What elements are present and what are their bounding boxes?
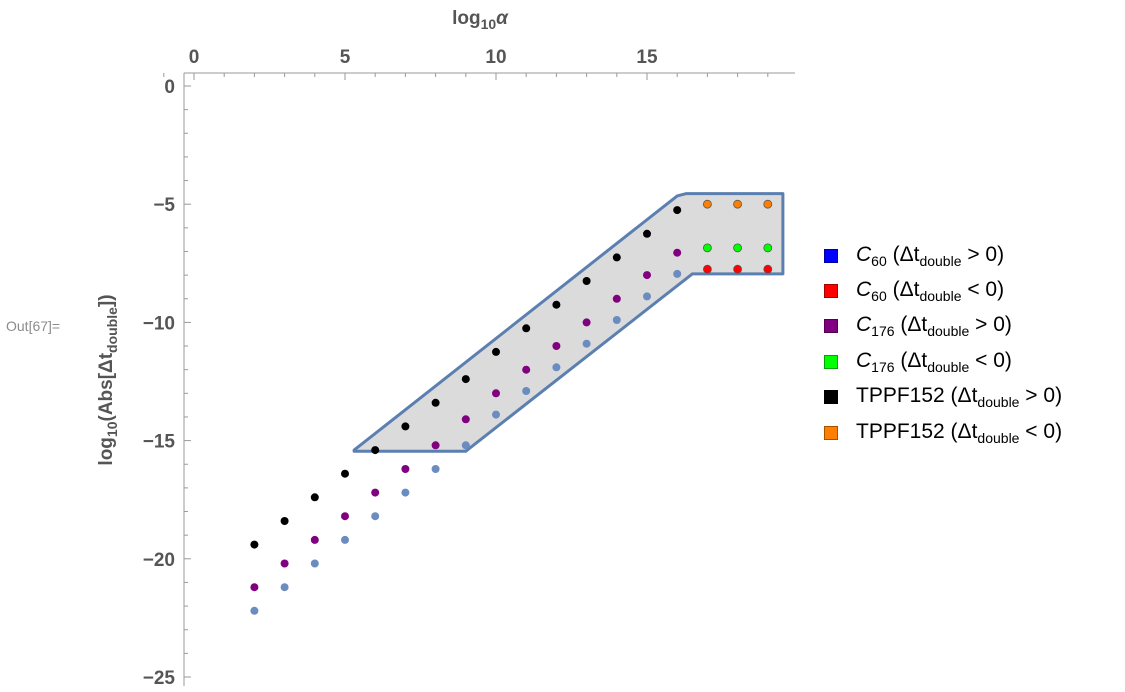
data-point-blue-gray — [280, 583, 289, 592]
y-tick-label: −10 — [143, 313, 175, 334]
data-point-blue-gray — [371, 512, 380, 521]
legend: C60 (Δtdouble > 0) C60 (Δtdouble < 0) C176… — [824, 238, 1062, 450]
data-point-blue-gray — [673, 269, 682, 278]
data-point-green — [763, 243, 773, 253]
data-point-blue-gray — [643, 292, 651, 301]
legend-swatch — [824, 425, 838, 440]
data-point-green — [703, 243, 712, 253]
data-point-orange — [703, 199, 712, 209]
data-point-blue-gray — [431, 465, 440, 473]
axis-titles-layer: log10α log10(Abs[Δtdouble]) — [96, 8, 509, 466]
data-point-purple — [431, 441, 440, 450]
legend-item: C60 (Δtdouble > 0) — [824, 238, 1062, 273]
data-point-purple — [582, 318, 591, 327]
data-point-black — [431, 398, 440, 407]
x-tick-label: 15 — [636, 47, 658, 68]
data-point-black — [582, 277, 591, 285]
y-tick-label: −20 — [143, 550, 175, 571]
data-point-blue-gray — [461, 441, 470, 450]
data-point-purple — [371, 488, 380, 497]
data-point-black — [673, 206, 682, 215]
legend-swatch — [824, 248, 838, 263]
data-point-black — [522, 324, 531, 333]
data-point-blue-gray — [582, 339, 591, 348]
data-point-black — [492, 347, 500, 356]
y-tick-label: 0 — [164, 77, 175, 98]
shaded-region — [352, 192, 785, 453]
legend-label: C60 (Δtdouble < 0) — [856, 277, 1005, 305]
data-point-blue-gray — [552, 363, 561, 372]
data-point-black — [643, 229, 651, 238]
legend-item: TPPF152 (Δtdouble < 0) — [824, 415, 1062, 450]
x-tick-label: 0 — [189, 47, 200, 68]
x-tick-label: 10 — [485, 47, 506, 68]
data-point-blue-gray — [310, 559, 319, 568]
legend-label: TPPF152 (Δtdouble > 0) — [856, 384, 1063, 411]
data-point-orange — [733, 199, 742, 209]
data-point-red — [763, 264, 773, 274]
data-point-purple — [612, 294, 621, 303]
data-point-black — [552, 300, 561, 309]
data-points-layer — [250, 199, 773, 615]
y-tick-label: −5 — [153, 195, 175, 216]
x-tick-label: 5 — [340, 47, 351, 68]
legend-label: TPPF152 (Δtdouble < 0) — [856, 419, 1063, 446]
legend-label: C176 (Δtdouble > 0) — [856, 313, 1012, 340]
output-cell-label: Out[67]= — [6, 318, 61, 334]
data-point-blue-gray — [522, 387, 531, 395]
data-point-black — [310, 493, 319, 502]
data-point-green — [733, 243, 742, 253]
data-point-black — [371, 446, 380, 455]
data-point-purple — [673, 248, 682, 257]
data-point-purple — [280, 559, 289, 568]
data-point-black — [280, 517, 289, 525]
data-point-purple — [341, 512, 349, 521]
y-tick-label: −25 — [143, 668, 176, 689]
data-point-purple — [461, 415, 470, 424]
data-point-purple — [310, 535, 319, 544]
legend-label: C176 (Δtdouble < 0) — [856, 348, 1012, 375]
legend-item: C176 (Δtdouble < 0) — [824, 344, 1062, 379]
data-point-black — [461, 375, 470, 384]
y-tick-label: −15 — [143, 432, 176, 453]
x-axis-title: log10α — [452, 8, 509, 32]
shaded-region-layer — [352, 192, 785, 453]
axes-layer: 0 5 10 15 0 −5 −10 −15 −20 −25 — [143, 47, 795, 689]
legend-item: C176 (Δtdouble > 0) — [824, 309, 1062, 344]
data-point-purple — [522, 365, 531, 374]
data-point-blue-gray — [612, 316, 621, 324]
legend-swatch — [824, 354, 838, 369]
legend-item: TPPF152 (Δtdouble > 0) — [824, 380, 1062, 415]
data-point-red — [733, 264, 742, 274]
data-point-black — [250, 540, 259, 549]
data-point-black — [401, 422, 410, 431]
data-point-blue-gray — [250, 606, 259, 615]
data-point-blue-gray — [341, 535, 349, 544]
data-point-blue-gray — [492, 410, 500, 419]
legend-label: C60 (Δtdouble > 0) — [856, 242, 1005, 269]
data-point-purple — [552, 342, 561, 350]
data-point-purple — [492, 389, 500, 398]
data-point-black — [612, 253, 621, 262]
data-point-purple — [401, 465, 410, 473]
legend-swatch — [824, 319, 838, 334]
data-point-black — [341, 469, 349, 478]
data-point-red — [703, 264, 712, 274]
legend-swatch — [824, 390, 838, 405]
legend-swatch — [824, 284, 838, 299]
legend-item: C60 (Δtdouble < 0) — [824, 273, 1062, 308]
data-point-purple — [643, 271, 651, 280]
data-point-purple — [250, 583, 259, 592]
data-point-blue-gray — [401, 488, 410, 497]
data-point-orange — [763, 199, 773, 209]
y-axis-title: log10(Abs[Δtdouble]) — [96, 294, 120, 465]
